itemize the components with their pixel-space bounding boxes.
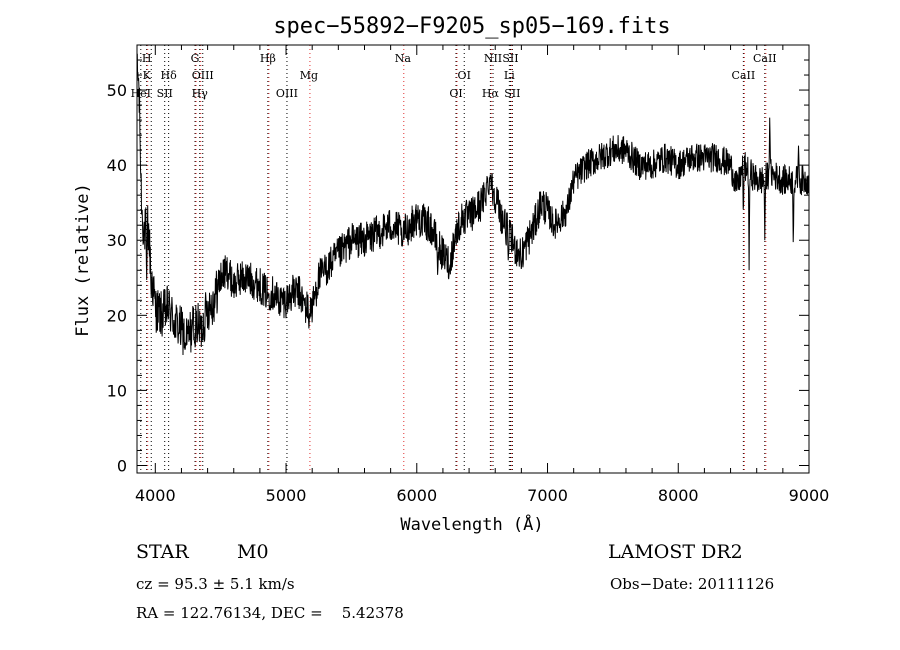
spectrum-line [136,53,810,356]
survey-name: LAMOST DR2 [608,541,743,563]
annotation-oi: OI [458,69,471,82]
y-tick-label: 40 [107,156,127,175]
y-tick-label: 0 [117,456,127,475]
annotation-mg: Mg [300,69,318,82]
annotation-hβ: Hβ [260,52,276,65]
annotation-oiii: OIII [192,69,214,82]
y-axis-label: Flux (relative) [73,183,93,337]
annotation-k: K [143,69,152,82]
annotation-g: G [191,52,200,65]
x-tick-label: 9000 [789,486,830,505]
annotation-nii: NII [484,52,502,65]
annotation-na: Na [395,52,412,65]
spectrum-layer [136,53,810,356]
annotation-caii: CaII [732,69,756,82]
annotation-sii: SII [157,87,173,100]
annotation-oiii: OIII [276,87,298,100]
plot-frame [136,44,810,474]
observation-date: Obs−Date: 20111126 [610,575,775,593]
coordinates-info: RA = 122.76134, DEC = 5.42378 [136,604,404,622]
x-axis-label: Wavelength (Å) [400,513,543,535]
annotation-hei: HeI [131,87,151,100]
annotation-hδ: Hδ [161,69,178,82]
y-tick-label: 50 [107,81,127,100]
x-tick-label: 7000 [527,486,568,505]
y-tick-label: 20 [107,306,127,325]
x-tick-label: 8000 [658,486,699,505]
annotation-sii: SII [502,52,518,65]
annotation-caii: CaII [753,52,777,65]
y-tick-label: 10 [107,381,127,400]
annotation-li: Li [504,69,515,82]
annotation-sii: SII [504,87,520,100]
y-tick-label: 30 [107,231,127,250]
annotation-hγ: Hγ [192,87,209,100]
tick-labels: 4000 5000 6000 7000 8000 9000 0 10 20 30 40 50 [107,81,830,505]
object-class: STAR [136,541,189,563]
annotation-oi: OI [449,87,462,100]
plot-axes [136,44,810,474]
annotation-h: H [142,52,152,65]
chart-title: spec−55892−F9205_sp05−169.fits [273,14,670,39]
object-subclass: M0 [237,541,269,563]
x-tick-label: 6000 [396,486,437,505]
redshift-info: cz = 95.3 ± 5.1 km/s [136,575,295,593]
x-tick-label: 4000 [135,486,176,505]
annotation-hα: Hα [482,87,500,100]
x-tick-label: 5000 [266,486,307,505]
spectral-line-markers [140,45,767,473]
